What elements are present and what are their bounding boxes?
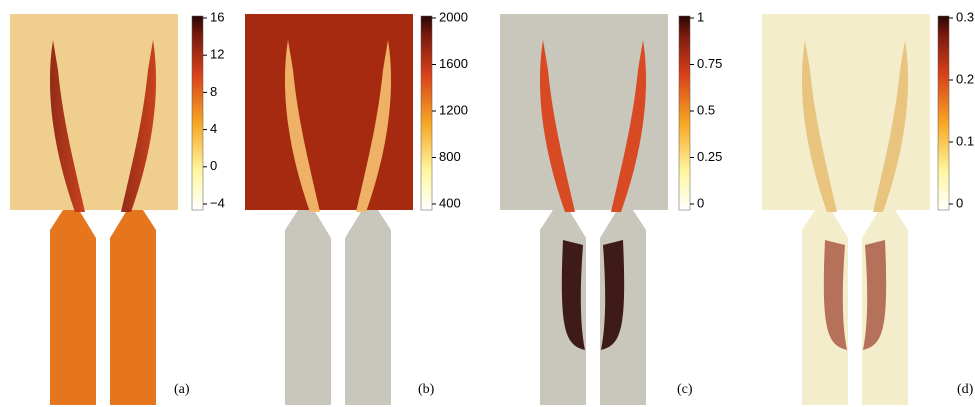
- colorbar-tick-label: 0.1: [956, 133, 974, 148]
- colorbar-tick-label: 400: [439, 195, 461, 210]
- panel: 16 12 8 4 0 −4 (a): [10, 9, 225, 405]
- nozzle-channel: [50, 210, 96, 405]
- colorbar-tick-label: 0: [210, 158, 217, 173]
- colorbar-tick-label: 800: [439, 149, 461, 164]
- colorbar-tick-label: 0.3: [956, 9, 974, 24]
- panel: 1 0.75 0.5 0.25 0 (c): [500, 9, 722, 405]
- panel-label: (c): [677, 382, 693, 397]
- colorbar: [679, 16, 690, 210]
- panel-label: (b): [418, 382, 435, 397]
- panel: 2000 1600 1200 800 400 (b): [245, 9, 468, 405]
- colorbar-tick-label: 16: [210, 9, 224, 24]
- colorbar-tick-label: 0: [697, 195, 704, 210]
- colorbar-tick-label: 0: [956, 195, 963, 210]
- colorbar-tick-label: 12: [210, 47, 224, 62]
- colorbar-tick-label: 0.5: [697, 102, 715, 117]
- figure: 16 12 8 4 0 −4 (a) 2000 1600 1200 800 400 (b) 1 0.75 0.…: [0, 0, 975, 407]
- colorbar-tick-label: 0.25: [697, 149, 722, 164]
- colorbar: [192, 16, 203, 210]
- panel-label: (d): [957, 382, 974, 397]
- colorbar-tick-label: 8: [210, 84, 217, 99]
- colorbar-tick-label: 2000: [439, 9, 468, 24]
- colorbar-tick-label: 1200: [439, 102, 468, 117]
- colorbar-tick-label: 4: [210, 121, 217, 136]
- nozzle-channel: [345, 210, 391, 405]
- colorbar: [421, 16, 432, 210]
- nozzle-channel: [285, 210, 331, 405]
- colorbar: [938, 16, 949, 210]
- colorbar-tick-label: −4: [210, 195, 225, 210]
- colorbar-tick-label: 0.75: [697, 56, 722, 71]
- panel: 0.3 0.2 0.1 0 (d): [762, 9, 974, 405]
- colorbar-tick-label: 1: [697, 9, 704, 24]
- colorbar-tick-label: 1600: [439, 56, 468, 71]
- colorbar-tick-label: 0.2: [956, 71, 974, 86]
- nozzle-channel: [110, 210, 156, 405]
- panel-label: (a): [174, 382, 190, 397]
